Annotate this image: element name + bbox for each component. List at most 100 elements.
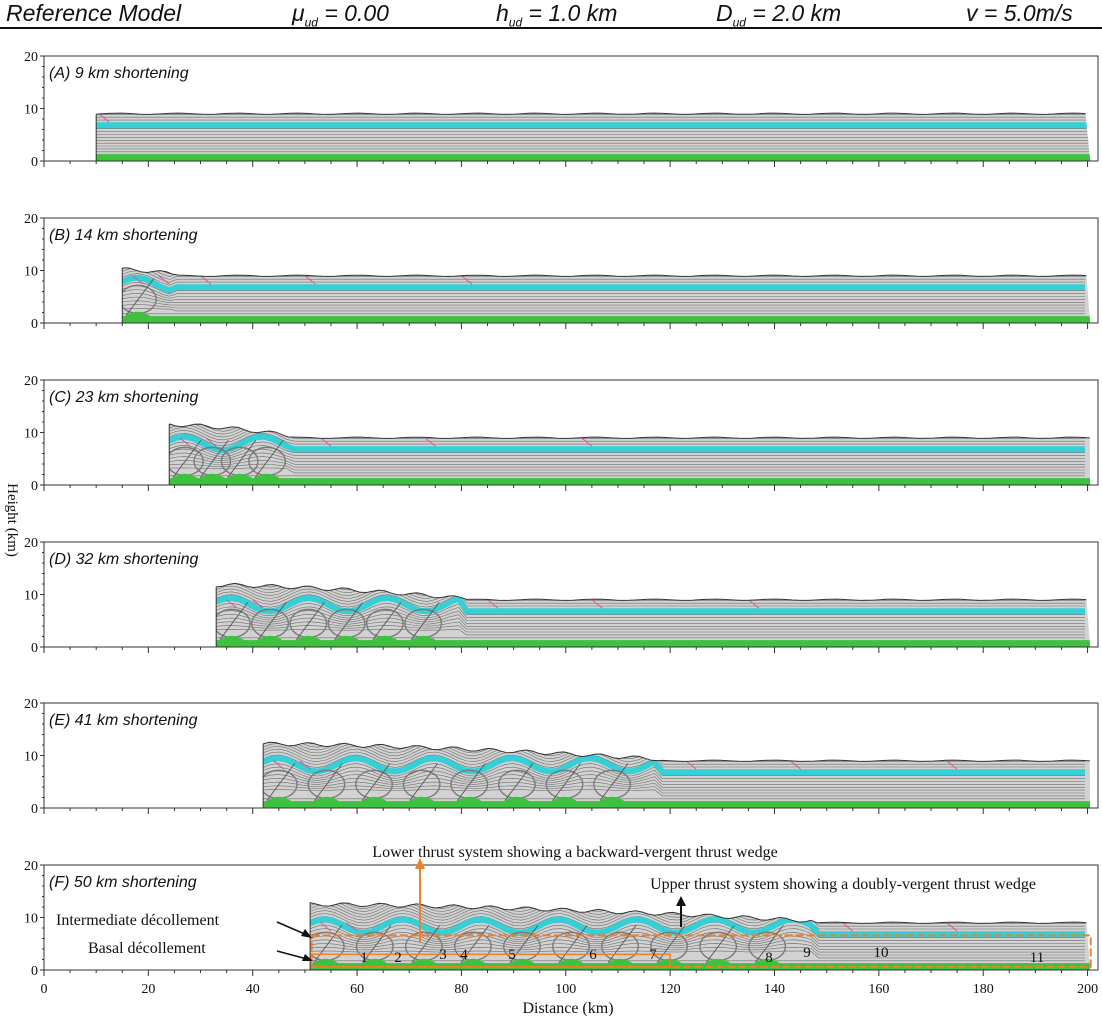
strata-line — [122, 292, 1085, 301]
green-basal-layer — [96, 154, 1091, 161]
green-thrust-sheet — [332, 635, 361, 642]
thrust-fault — [509, 925, 539, 963]
header-rule — [0, 27, 1102, 29]
surface-fault — [252, 599, 264, 609]
strata-line — [216, 594, 1085, 608]
x-tick-label: 180 — [973, 982, 994, 997]
thrust-fault — [172, 440, 202, 478]
y-tick-label: 0 — [31, 317, 38, 332]
x-tick-label: 60 — [350, 982, 364, 997]
y-tick-label: 0 — [31, 155, 38, 170]
strata-line — [169, 424, 1085, 438]
thrust-fault — [199, 440, 229, 478]
model-section — [216, 583, 1091, 647]
h-symbol: h — [496, 0, 509, 26]
y-tick-label: 0 — [31, 641, 38, 656]
green-thrust-sheet — [409, 958, 438, 965]
surface-fault — [946, 922, 958, 932]
surface-fault — [424, 437, 436, 447]
green-thrust-sheet — [557, 958, 585, 965]
surface-fault — [946, 760, 958, 770]
strata-line — [122, 300, 1085, 306]
strata-line — [122, 253, 1085, 265]
green-basal-layer — [122, 316, 1091, 323]
green-basal-layer — [216, 640, 1091, 647]
thrust-number: 4 — [460, 947, 468, 963]
thrust-fault — [361, 763, 391, 801]
strata-line — [216, 588, 1085, 602]
y-tick-label: 10 — [24, 103, 38, 118]
strata-line — [310, 950, 1085, 959]
basal-decollement-label: Basal décollement — [88, 940, 206, 957]
y-tick-label: 10 — [24, 589, 38, 604]
y-tick-label: 10 — [24, 427, 38, 442]
strata-line — [169, 423, 1085, 432]
basal-pointer-head — [302, 954, 313, 961]
panel-label: (F) 50 km shortening — [49, 874, 197, 891]
intermediate-pointer — [276, 921, 308, 936]
surface-fault — [132, 275, 144, 285]
y-axis-label: Height (km) — [4, 483, 20, 557]
top-surface — [216, 582, 1087, 601]
strata-line — [263, 774, 1085, 785]
thrust-number: 2 — [394, 950, 402, 966]
thrust-fault — [314, 763, 343, 801]
model-section — [169, 423, 1091, 485]
strata-line — [169, 445, 1085, 457]
strata-line — [122, 296, 1085, 304]
strata-line — [263, 751, 1085, 765]
thrust-number: 6 — [589, 947, 597, 963]
thrust-fault — [456, 763, 486, 801]
green-thrust-sheet — [655, 958, 684, 965]
y-tick-label: 0 — [31, 802, 38, 817]
strata-line — [263, 785, 1085, 794]
green-thrust-sheet — [170, 473, 199, 480]
surface-fault — [789, 760, 801, 770]
strata-line — [122, 281, 1085, 295]
thrust-fault — [599, 763, 629, 801]
mu-parameter: μud = 0.00 — [292, 0, 389, 30]
panel-label: (D) 32 km shortening — [49, 551, 198, 568]
thrust-fault — [372, 602, 402, 640]
strata-line — [122, 267, 1085, 272]
top-surface — [169, 423, 1090, 439]
x-axis-label: Distance (km) — [522, 1000, 613, 1017]
thrust-fault — [607, 925, 637, 963]
thrust-fault — [227, 440, 257, 478]
green-thrust-sheet — [502, 796, 531, 803]
strata-line — [169, 456, 1085, 465]
mu-value: = 0.00 — [317, 0, 389, 26]
green-basal-layer — [169, 478, 1091, 485]
thrust-fault — [410, 602, 440, 640]
d-value: = 2.0 km — [745, 0, 842, 26]
surface-fault — [320, 437, 332, 447]
strata-line — [169, 467, 1085, 474]
surface-fault — [158, 275, 170, 285]
thrust-number: 1 — [360, 950, 368, 966]
d-subscript: ud — [732, 15, 746, 30]
cyan-layer — [169, 433, 1085, 454]
x-tick-label: 160 — [868, 982, 889, 997]
model-title: Reference Model — [6, 0, 182, 26]
thrust-fault — [257, 602, 287, 640]
strata-line — [263, 766, 1085, 779]
green-thrust-sheet — [704, 958, 733, 965]
basal-pointer — [276, 950, 308, 960]
thrust-fault — [125, 278, 155, 316]
lower-system-annotation: Lower thrust system showing a backward-v… — [372, 844, 777, 861]
strata-line — [216, 583, 1085, 588]
strata-line — [263, 789, 1085, 797]
h-value: = 1.0 km — [522, 0, 618, 26]
surface-fault — [581, 437, 593, 447]
y-tick-label: 20 — [24, 50, 38, 65]
x-tick-label: 80 — [454, 982, 468, 997]
strata-line — [310, 946, 1085, 956]
strata-line — [122, 267, 1085, 269]
green-thrust-sheet — [217, 635, 246, 642]
thrust-number: 3 — [439, 947, 447, 963]
surface-fault — [685, 760, 697, 770]
thrust-fault — [504, 763, 534, 801]
strata-line — [216, 583, 1085, 585]
strata-line — [216, 591, 1085, 605]
surface-fault — [273, 760, 285, 770]
